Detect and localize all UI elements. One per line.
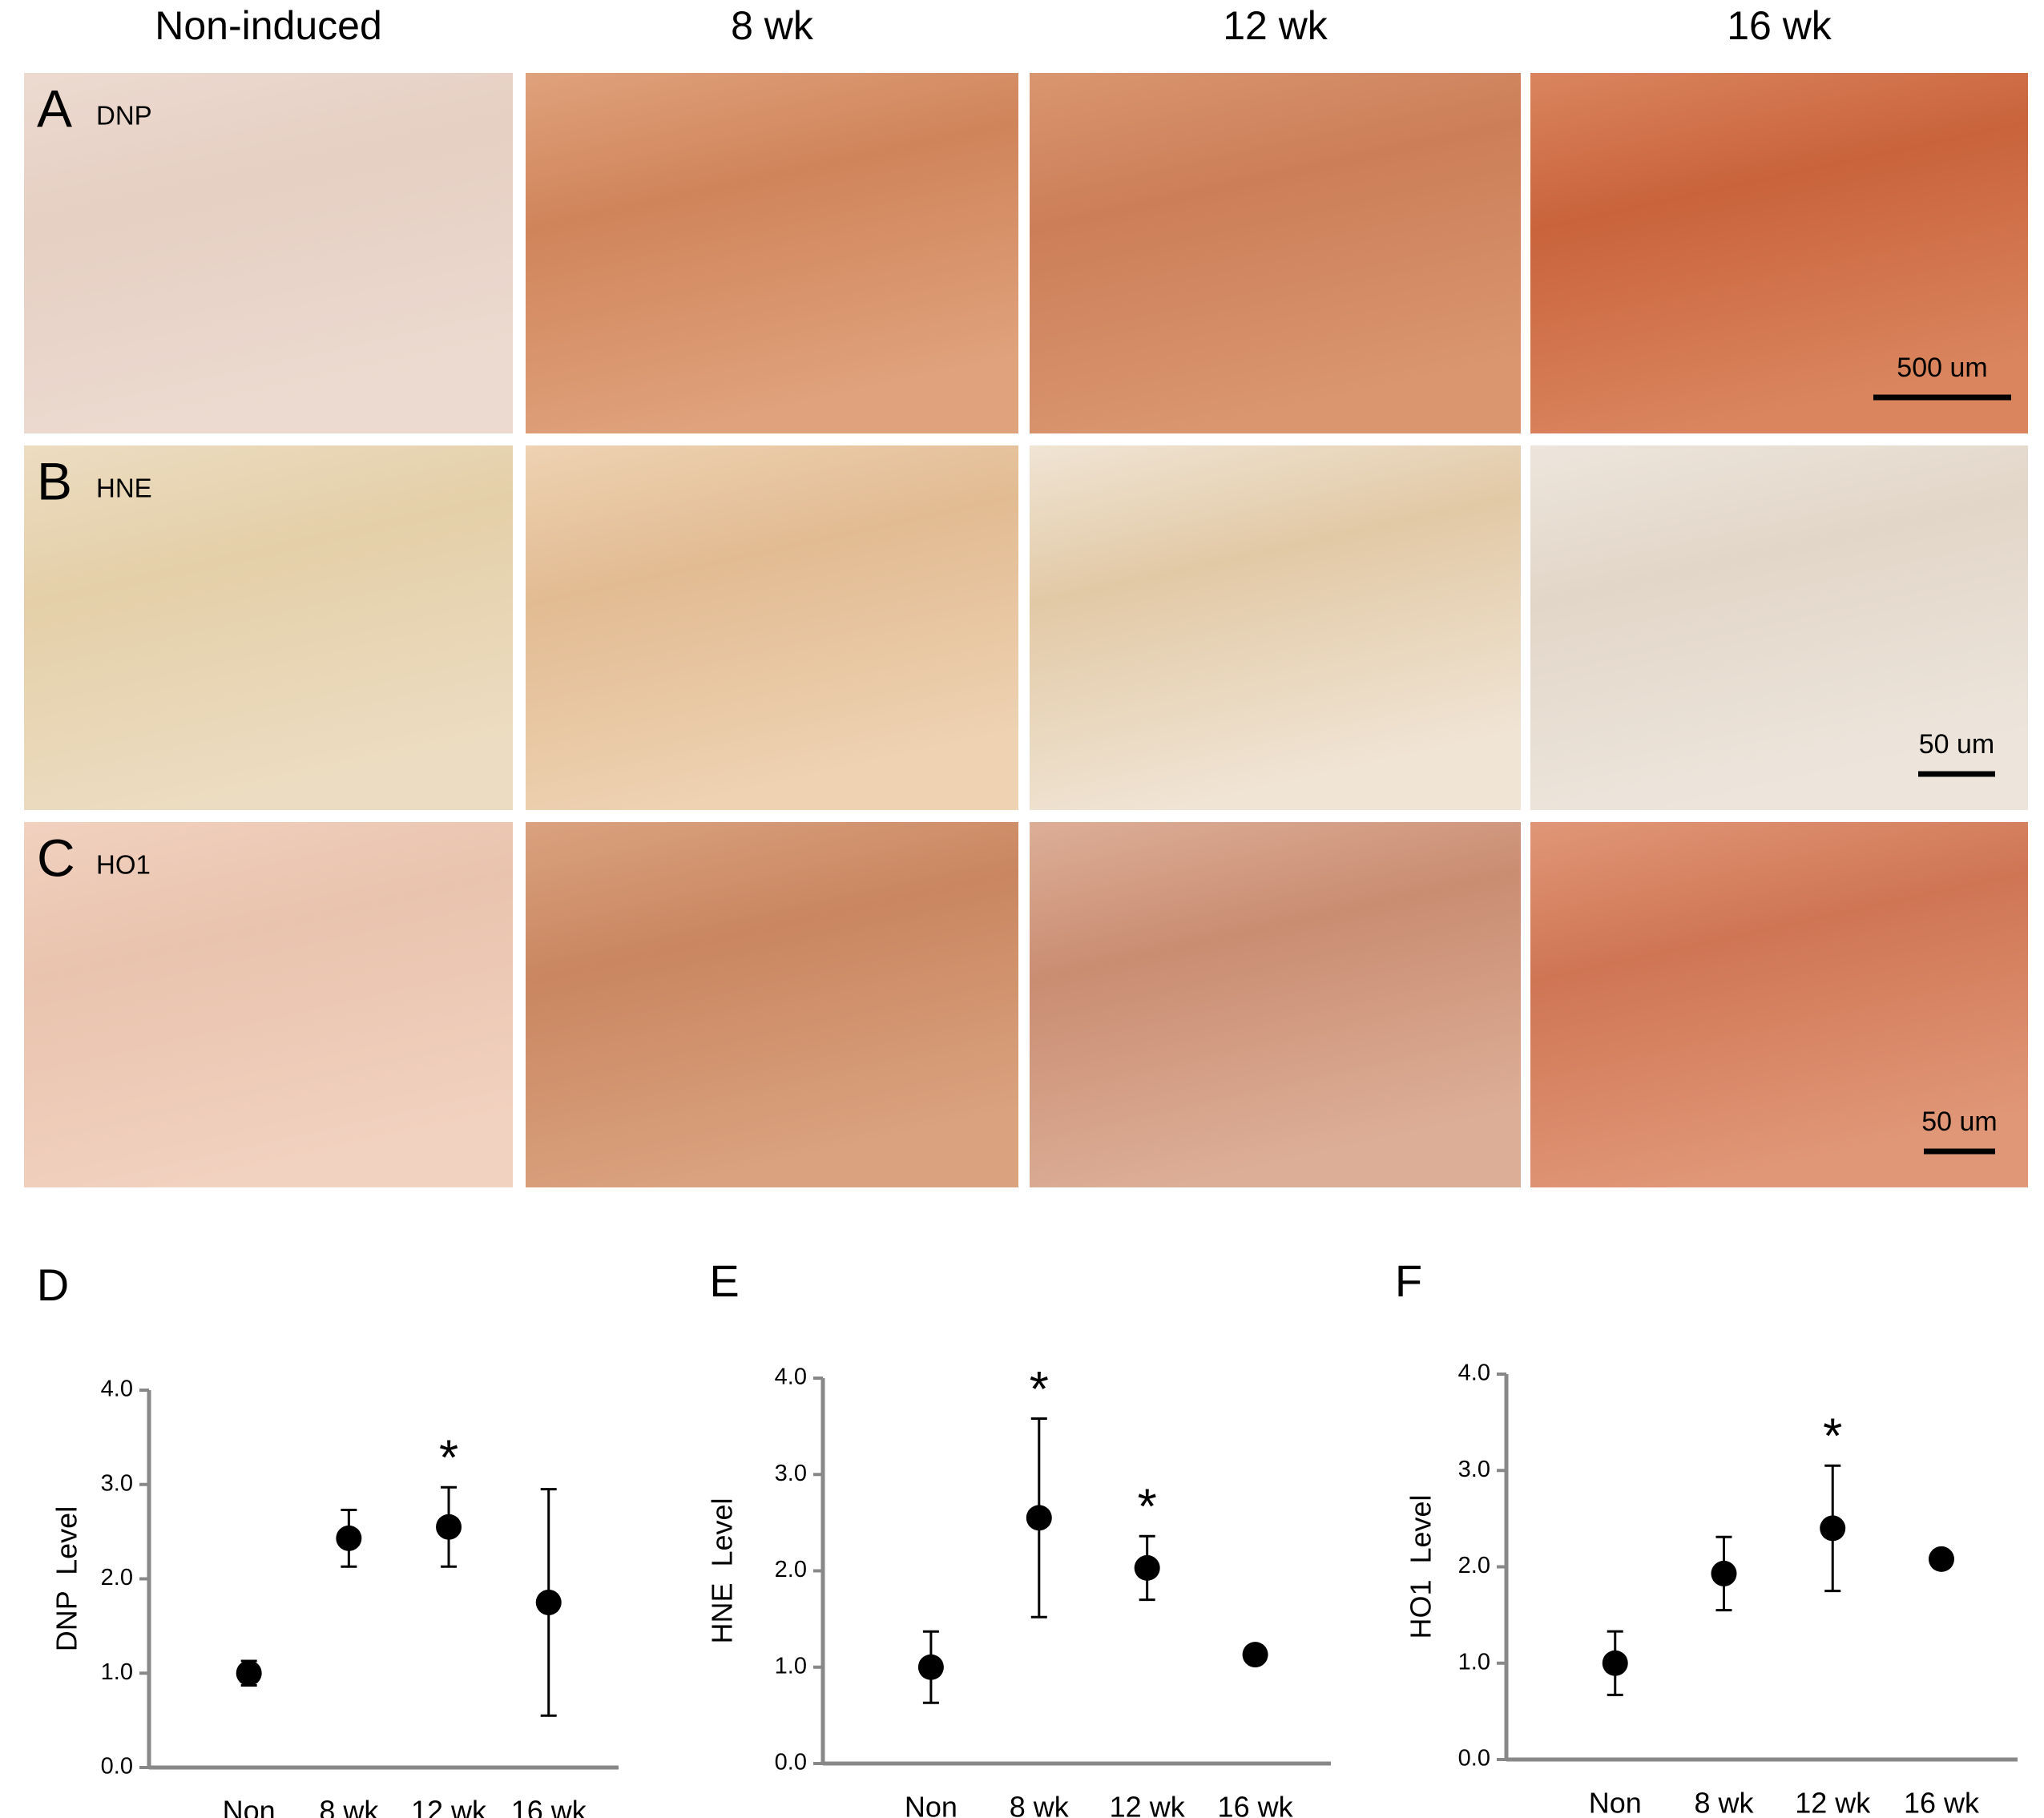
y-tick-label: 1.0 xyxy=(775,1653,807,1679)
y-tick-label: 0.0 xyxy=(775,1750,807,1776)
panel-letter: F xyxy=(1395,1256,1422,1306)
y-tick-label: 2.0 xyxy=(775,1557,807,1582)
micrograph xyxy=(526,73,1018,433)
scale-bar-label: 500 um xyxy=(1897,353,1987,383)
micrograph xyxy=(526,822,1018,1187)
y-tick-label: 0.0 xyxy=(1458,1746,1490,1772)
data-point xyxy=(436,1514,462,1540)
x-tick-label: 16 wk xyxy=(1218,1791,1294,1818)
y-tick-label: 2.0 xyxy=(101,1565,133,1590)
stain-label: HO1 xyxy=(96,850,151,880)
data-point xyxy=(1928,1546,1954,1572)
x-tick-label: 8 wk xyxy=(319,1795,379,1818)
significance-marker: * xyxy=(1138,1480,1157,1535)
significance-marker: * xyxy=(1030,1362,1049,1417)
data-point xyxy=(1711,1560,1737,1586)
y-axis-label: HO1 Level xyxy=(1405,1494,1437,1639)
micrograph xyxy=(24,445,513,810)
micrograph xyxy=(1530,822,2028,1187)
micrograph xyxy=(1030,445,1521,810)
y-tick-label: 3.0 xyxy=(1458,1457,1490,1482)
micrograph xyxy=(1030,73,1521,433)
data-point xyxy=(1242,1642,1268,1668)
x-tick-label: 12 wk xyxy=(1110,1791,1186,1818)
x-tick-label: Non xyxy=(1589,1787,1642,1818)
micrograph xyxy=(1530,445,2028,810)
data-point xyxy=(236,1660,262,1687)
scale-bar-label: 50 um xyxy=(1921,1107,1998,1137)
x-tick-label: Non xyxy=(905,1791,957,1818)
x-tick-label: 8 wk xyxy=(1694,1787,1754,1818)
x-tick-label: 12 wk xyxy=(1795,1787,1871,1818)
data-point xyxy=(917,1654,944,1680)
significance-marker: * xyxy=(439,1431,458,1486)
y-tick-label: 3.0 xyxy=(101,1470,133,1496)
micrograph xyxy=(24,73,513,433)
column-header: Non-induced xyxy=(155,3,382,48)
data-point xyxy=(1026,1505,1052,1531)
y-axis-label: HNE Level xyxy=(706,1498,739,1643)
data-point xyxy=(1134,1554,1160,1581)
stain-label: HNE xyxy=(96,474,152,503)
y-tick-label: 0.0 xyxy=(101,1754,133,1780)
column-header: 8 wk xyxy=(731,3,814,48)
significance-marker: * xyxy=(1823,1409,1842,1465)
data-point xyxy=(336,1525,362,1551)
y-tick-label: 1.0 xyxy=(101,1659,133,1685)
y-tick-label: 4.0 xyxy=(1458,1360,1490,1386)
y-axis-label: DNP Level xyxy=(50,1506,83,1651)
micrograph xyxy=(1030,822,1521,1187)
column-header: 12 wk xyxy=(1223,3,1328,48)
y-tick-label: 2.0 xyxy=(1458,1553,1490,1578)
y-tick-label: 4.0 xyxy=(775,1365,807,1390)
y-tick-label: 1.0 xyxy=(1458,1649,1490,1675)
data-point xyxy=(535,1589,562,1615)
x-tick-label: Non xyxy=(223,1795,276,1818)
y-tick-label: 3.0 xyxy=(775,1461,807,1486)
x-tick-label: 16 wk xyxy=(1904,1787,1980,1818)
x-tick-label: 8 wk xyxy=(1010,1791,1070,1818)
panel-letter: D xyxy=(37,1260,69,1310)
panel-letter: B xyxy=(37,451,72,510)
data-point xyxy=(1602,1650,1628,1676)
x-tick-label: 12 wk xyxy=(411,1795,487,1818)
x-tick-label: 16 wk xyxy=(511,1795,587,1818)
column-header: 16 wk xyxy=(1727,3,1832,48)
scale-bar-label: 50 um xyxy=(1919,729,1995,760)
micrograph xyxy=(24,822,513,1187)
panel-letter: A xyxy=(37,79,72,138)
y-tick-label: 4.0 xyxy=(101,1377,133,1402)
micrograph xyxy=(526,445,1018,810)
micrograph xyxy=(1530,73,2028,433)
panel-letter: C xyxy=(37,828,75,887)
stain-label: DNP xyxy=(96,101,152,131)
panel-letter: E xyxy=(709,1256,739,1306)
data-point xyxy=(1820,1515,1846,1542)
